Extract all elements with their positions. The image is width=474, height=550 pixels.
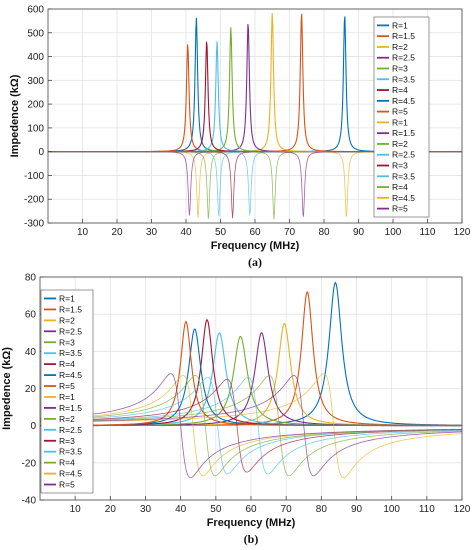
x-axis-label: Frequency (MHz) [207,517,296,529]
legend: R=1R=1.5R=2R=2.5R=3R=3.5R=4R=4.5R=5R=1R=… [373,16,430,218]
y-tick-label: 100 [27,123,44,134]
x-tick-label: 10 [70,504,82,515]
x-tick-label: 30 [140,504,152,515]
legend-label: R=3 [392,64,408,74]
panel-caption: (b) [244,532,259,546]
y-axis-label: Impedence (kΩ) [9,74,21,157]
x-tick-label: 100 [385,227,402,238]
series-line [40,320,462,427]
series-line [39,373,463,479]
legend-label: R=3 [59,436,75,446]
series-line [39,373,463,479]
x-axis-label: Frequency (MHz) [211,240,300,252]
legend-label: R=1 [392,20,408,30]
y-tick-label: 0 [38,147,44,158]
legend-label: R=2.5 [392,53,415,63]
legend-label: R=3.5 [392,171,415,181]
series-group [39,281,463,479]
x-tick-label: 70 [281,504,293,515]
y-tick-label: 300 [27,76,44,87]
legend-label: R=5 [392,107,408,117]
legend-label: R=4.5 [59,370,82,380]
x-tick-label: 90 [353,227,365,238]
legend-label: R=2 [59,414,75,424]
legend-label: R=4.5 [392,96,415,106]
legend-label: R=2.5 [392,150,415,160]
legend-label: R=2 [59,315,75,325]
x-tick-label: 110 [419,504,435,515]
x-tick-label: 120 [454,504,471,515]
y-tick-label: 500 [27,28,44,39]
x-tick-label: 50 [210,504,222,515]
legend-label: R=4 [392,182,408,192]
x-tick-label: 40 [180,227,192,238]
x-tick-label: 70 [284,227,296,238]
legend-label: R=2.5 [59,326,82,336]
series-line [39,376,463,475]
panel-caption: (a) [248,255,262,269]
legend-box [40,289,94,494]
x-tick-label: 80 [316,504,328,515]
y-tick-label: 0 [30,421,36,432]
legend-label: R=3.5 [59,348,82,358]
x-tick-label: 60 [249,227,261,238]
series-line [39,378,463,473]
y-tick-label: -20 [22,458,37,469]
legend-label: R=4 [392,85,408,95]
y-tick-label: -200 [24,195,44,206]
series-line [39,375,463,477]
legend-label: R=2 [392,42,408,52]
y-tick-label: 600 [27,5,44,16]
legend-label: R=2 [392,139,408,149]
legend-label: R=1 [59,392,75,402]
x-tick-label: 30 [146,227,158,238]
legend-label: R=1.5 [59,304,82,314]
y-tick-label: -300 [24,219,44,230]
x-tick-label: 60 [245,504,257,515]
x-tick-label: 20 [105,504,117,515]
x-tick-label: 120 [454,227,471,238]
legend-label: R=1.5 [392,31,415,41]
legend-label: R=1.5 [392,128,415,138]
y-tick-label: 40 [25,347,37,358]
x-tick-label: 10 [77,227,89,238]
x-tick-label: 100 [383,504,400,515]
x-tick-label: 80 [318,227,330,238]
y-tick-label: 200 [27,100,44,111]
y-tick-label: 400 [27,52,44,63]
legend: R=1R=1.5R=2R=2.5R=3R=3.5R=4R=4.5R=5R=1R=… [40,289,94,494]
legend-label: R=4.5 [392,193,415,203]
legend-label: R=4.5 [59,469,82,479]
legend-label: R=1 [392,117,408,127]
legend-label: R=5 [59,480,75,490]
legend-label: R=1.5 [59,403,82,413]
chart-b: 10 20 30 40 50 60 70 80 90 100 110 120 -40 -20 0 20 40 60… [1,273,471,547]
legend-label: R=5 [392,204,408,214]
series-line [39,375,463,477]
chart-a: 10 20 30 40 50 60 70 80 90 100 110 120 -300 -200 -100 0… [9,5,471,270]
legend-label: R=5 [59,381,75,391]
legend-label: R=1 [59,293,75,303]
x-tick-label: 40 [175,504,187,515]
y-tick-label: -40 [22,496,37,507]
x-tick-label: 50 [215,227,227,238]
x-tick-label: 90 [351,504,363,515]
x-tick-label: 20 [111,227,123,238]
x-tick-label: 110 [420,227,436,238]
legend-label: R=3 [59,337,75,347]
y-tick-label: -100 [24,171,44,182]
y-tick-label: 80 [25,273,37,284]
legend-label: R=4 [59,458,75,468]
y-tick-label: 60 [25,310,37,321]
legend-label: R=3 [392,161,408,171]
legend-label: R=3.5 [392,74,415,84]
legend-label: R=4 [59,359,75,369]
y-axis-label: Impedence (kΩ) [1,347,13,430]
y-tick-label: 20 [25,384,37,395]
legend-label: R=3.5 [59,447,82,457]
legend-box [373,16,430,218]
legend-label: R=2.5 [59,425,82,435]
